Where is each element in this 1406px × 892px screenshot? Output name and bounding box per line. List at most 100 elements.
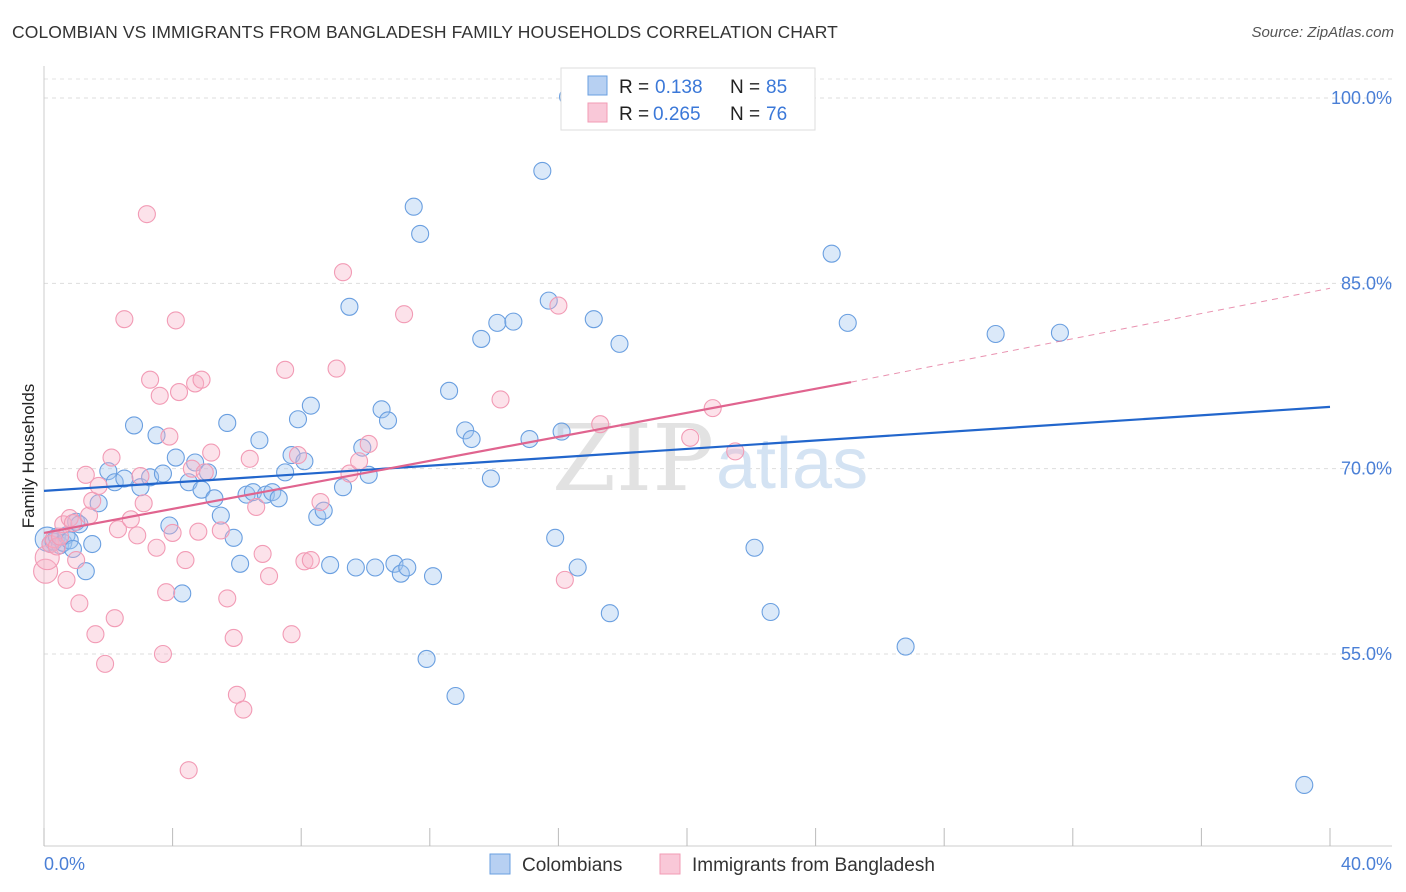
- watermark-zip: ZIP: [552, 405, 714, 512]
- bangladesh-point-25: [134, 494, 153, 513]
- bangladesh-point-27: [141, 370, 160, 389]
- bangladesh-point-36: [176, 551, 195, 570]
- colombians-point-50: [346, 558, 365, 577]
- colombians-point-66: [462, 429, 481, 449]
- colombians-point-42: [288, 410, 308, 429]
- colombians-point-55: [378, 411, 398, 430]
- watermark: ZIP atlas: [552, 405, 868, 512]
- y-tick-label-1: 70.0%: [1341, 459, 1392, 479]
- bangladesh-point-41: [192, 370, 211, 389]
- bangladesh-point-57: [301, 551, 320, 570]
- colombians-point-67: [472, 329, 491, 348]
- watermark-atlas: atlas: [716, 424, 868, 504]
- colombians-point-12: [83, 534, 102, 554]
- colombians-point-58: [398, 558, 417, 577]
- colombians-point-21: [153, 464, 173, 483]
- legend-r-label-2: R =: [619, 104, 649, 125]
- bangladesh-point-55: [288, 446, 308, 465]
- legend-r-value-1: 0.138: [655, 77, 703, 98]
- bangladesh-point-21: [115, 310, 134, 329]
- bangladesh-point-40: [189, 522, 208, 541]
- colombians-point-81: [745, 538, 764, 557]
- colombians-point-70: [504, 312, 523, 331]
- colombians-point-68: [481, 469, 500, 488]
- bangladesh-point-29: [150, 386, 169, 405]
- bangladesh-point-26: [137, 205, 156, 224]
- bangladesh-point-58: [311, 492, 330, 512]
- colombians-point-47: [321, 555, 340, 575]
- bangladesh-point-50: [247, 497, 266, 517]
- bangladesh-point-51: [253, 544, 272, 563]
- bangladesh-point-60: [333, 263, 353, 282]
- colombians-point-86: [986, 324, 1005, 344]
- y-tick-label-2: 85.0%: [1341, 273, 1392, 293]
- legend-n-value-1: 85: [766, 77, 787, 98]
- colombians-point-24: [173, 584, 192, 603]
- bangladesh-point-67: [555, 570, 574, 589]
- legend-box: R = 0.138 N = 85 R = 0.265 N = 76: [560, 67, 816, 131]
- colombians-point-39: [269, 489, 288, 508]
- colombians-point-33: [231, 554, 250, 573]
- bangladesh-point-46: [224, 628, 243, 647]
- bangladesh-point-43: [202, 443, 221, 462]
- legend-r-label-1: R =: [619, 77, 649, 98]
- colombians-point-83: [822, 244, 841, 263]
- bangladesh-point-8: [60, 509, 79, 528]
- legend-swatch-bangladesh: [587, 102, 608, 123]
- colombians-point-74: [546, 528, 565, 547]
- colombians-point-80: [610, 334, 629, 353]
- colombians-point-8: [63, 539, 82, 559]
- bottom-legend-bangladesh: Immigrants from Bangladesh: [692, 855, 935, 876]
- colombians-point-14: [99, 462, 118, 481]
- colombians-point-59: [404, 197, 423, 216]
- bangladesh-point-15: [86, 625, 105, 644]
- bangladesh-point-44: [211, 521, 230, 540]
- bangladesh-point-37: [179, 761, 198, 780]
- bangladesh-point-12: [76, 465, 95, 484]
- bangladesh-point-13: [79, 506, 99, 525]
- legend-n-label-2: N =: [730, 104, 760, 125]
- colombians-point-72: [533, 161, 552, 180]
- bottom-legend-swatch-colombians: [489, 853, 511, 875]
- bangladesh-point-0: [33, 558, 59, 584]
- bangladesh-point-56: [295, 552, 314, 571]
- chart-title: COLOMBIAN VS IMMIGRANTS FROM BANGLADESH …: [12, 22, 838, 42]
- colombians-point-17: [124, 416, 144, 435]
- trend-lines: [43, 287, 1331, 534]
- bangladesh-point-31: [157, 583, 176, 602]
- colombians-point-82: [761, 602, 780, 622]
- bangladesh-point-24: [131, 467, 150, 486]
- bangladesh-trend-line-extension: [850, 287, 1331, 383]
- colombians-point-64: [446, 686, 465, 706]
- data-points: [33, 87, 1314, 795]
- bangladesh-point-32: [160, 427, 179, 446]
- y-tick-label-0: 55.0%: [1341, 644, 1392, 664]
- colombians-point-71: [520, 429, 539, 449]
- bangladesh-point-10: [67, 551, 86, 570]
- bangladesh-point-28: [147, 538, 166, 557]
- bangladesh-point-11: [70, 594, 89, 613]
- bangladesh-point-45: [218, 589, 237, 608]
- colombians-point-77: [568, 558, 587, 577]
- colombians-point-84: [838, 313, 857, 332]
- colombians-point-40: [276, 463, 295, 482]
- colombians-point-78: [584, 310, 603, 329]
- bangladesh-point-35: [169, 383, 189, 402]
- colombians-point-31: [218, 413, 237, 433]
- y-tick-label-3: 100.0%: [1331, 88, 1392, 108]
- legend-n-label-1: N =: [730, 77, 760, 98]
- colombians-point-53: [366, 558, 385, 577]
- y-axis-label: Family Households: [19, 384, 38, 529]
- bangladesh-point-42: [195, 463, 214, 482]
- bangladesh-point-4: [47, 537, 66, 556]
- colombians-point-88: [1295, 775, 1314, 795]
- colombians-point-63: [440, 381, 459, 400]
- bangladesh-point-69: [681, 428, 700, 447]
- bangladesh-point-30: [153, 644, 173, 664]
- colombians-point-60: [411, 224, 430, 243]
- bangladesh-point-49: [240, 449, 259, 468]
- colombians-point-29: [205, 489, 224, 508]
- colombians-point-69: [488, 313, 507, 332]
- bangladesh-point-34: [166, 311, 185, 330]
